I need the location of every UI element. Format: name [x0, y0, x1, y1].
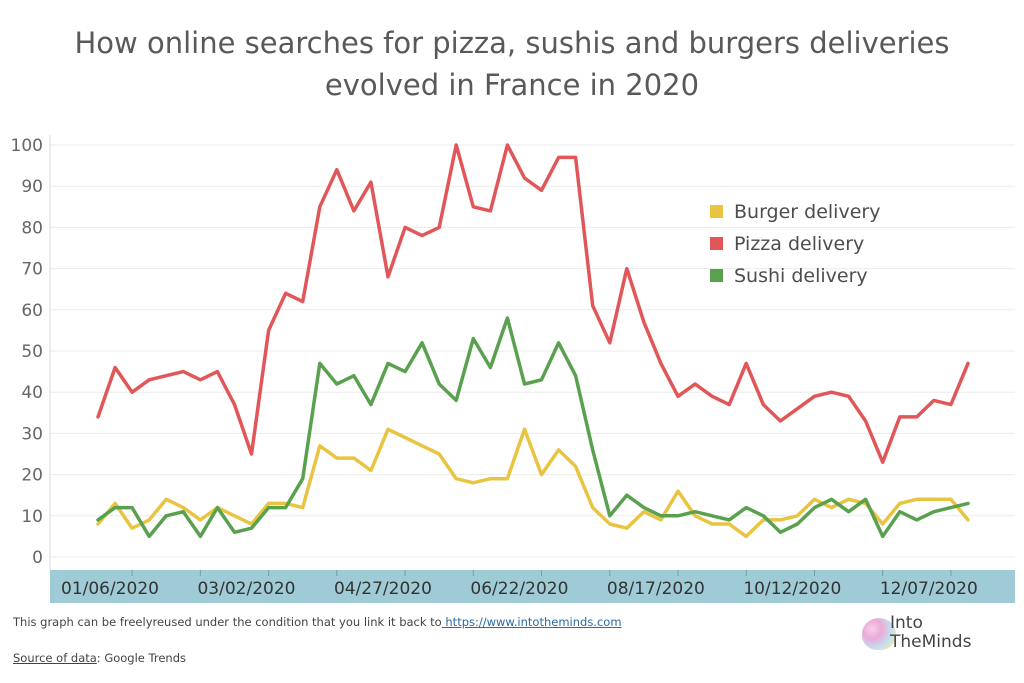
y-tick-label: 50: [21, 342, 43, 362]
pizza-delivery-legend-swatch: [710, 237, 723, 250]
reuse-note-text: This graph can be freelyreused under the…: [13, 615, 442, 629]
pizza-delivery-line: [96, 143, 970, 464]
legend: Burger delivery Pizza delivery Sushi deliv…: [710, 201, 880, 287]
burger-delivery-legend-swatch: [710, 205, 723, 218]
y-tick-label: 70: [21, 260, 43, 280]
logo-text-line-1: Into: [890, 613, 923, 633]
x-tick-label: 01/06/2020: [61, 579, 159, 599]
burger-delivery-line: [96, 427, 970, 539]
pizza-delivery-legend-label: Pizza delivery: [734, 233, 864, 255]
x-tick-label: 03/02/2020: [197, 579, 295, 599]
source-note: Source of data: Google Trends: [13, 651, 186, 665]
gridlines: [50, 144, 1015, 558]
x-tick-label: 10/12/2020: [743, 579, 841, 599]
y-tick-label: 40: [21, 383, 43, 403]
sushi-delivery-line: [96, 316, 970, 539]
burger-delivery-legend-label: Burger delivery: [734, 201, 880, 223]
series-lines: [96, 143, 970, 539]
chart-title: How online searches for pizza, sushis an…: [0, 22, 1024, 106]
y-axis: 0 10 20 30 40 50 60 70 80 90 100: [11, 135, 51, 570]
y-tick-label: 30: [21, 424, 43, 444]
x-axis-band: [50, 570, 1015, 603]
logo-text-line-2: TheMinds: [890, 632, 972, 652]
source-label: Source of data: [13, 651, 97, 665]
y-tick-label: 90: [21, 177, 43, 197]
y-tick-label: 100: [11, 136, 43, 156]
chart-title-line-1: How online searches for pizza, sushis an…: [74, 26, 950, 60]
y-tick-label: 20: [21, 466, 43, 486]
sushi-delivery-legend-label: Sushi delivery: [734, 265, 868, 287]
reuse-link[interactable]: https://www.intotheminds.com: [441, 615, 622, 629]
x-tick-label: 08/17/2020: [607, 579, 705, 599]
x-tick-label: 06/22/2020: [470, 579, 568, 599]
brain-logo-icon: [862, 618, 896, 650]
reuse-note: This graph can be freelyreused under the…: [13, 615, 622, 629]
y-tick-label: 10: [21, 507, 43, 527]
x-tick-label: 04/27/2020: [334, 579, 432, 599]
y-tick-label: 80: [21, 218, 43, 238]
x-axis: 01/06/2020 03/02/2020 04/27/2020 06/22/2020…: [61, 570, 978, 599]
x-tick-label: 12/07/2020: [880, 579, 978, 599]
chart-title-line-2: evolved in France in 2020: [324, 68, 700, 102]
intotheminds-logo: Into TheMinds: [858, 612, 988, 662]
sushi-delivery-legend-swatch: [710, 269, 723, 282]
y-tick-label: 0: [32, 548, 43, 568]
y-tick-label: 60: [21, 301, 43, 321]
source-value: : Google Trends: [96, 651, 187, 665]
